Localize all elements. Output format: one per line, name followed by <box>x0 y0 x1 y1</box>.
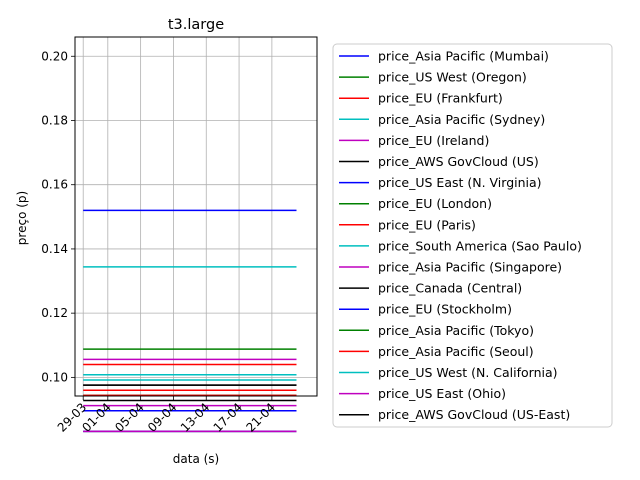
legend-label: price_South America (Sao Paulo) <box>378 238 582 253</box>
series-layer <box>83 209 297 433</box>
legend-label: price_EU (Stockholm) <box>378 302 512 317</box>
legend-label: price_Asia Pacific (Tokyo) <box>378 323 534 338</box>
y-tick-label: 0.10 <box>41 370 68 384</box>
legend-label: price_Asia Pacific (Seoul) <box>378 344 534 359</box>
legend-label: price_Asia Pacific (Sydney) <box>378 112 545 127</box>
y-tick-label: 0.16 <box>41 178 68 192</box>
legend-label: price_EU (Frankfurt) <box>378 91 503 106</box>
legend-label: price_AWS GovCloud (US-East) <box>378 407 570 422</box>
legend-label: price_AWS GovCloud (US) <box>378 154 539 169</box>
chart-title: t3.large <box>168 17 224 33</box>
y-tick-label: 0.14 <box>41 242 68 256</box>
legend-label: price_Canada (Central) <box>378 281 522 296</box>
legend: price_Asia Pacific (Mumbai) price_US West… <box>332 43 613 428</box>
y-axis-label: preço (p) <box>15 191 29 245</box>
y-axis: 0.10 0.12 0.14 0.16 0.18 0.20 <box>41 49 75 384</box>
y-tick-label: 0.12 <box>41 306 68 320</box>
legend-label: price_EU (Ireland) <box>378 133 489 148</box>
legend-label: price_US East (Ohio) <box>378 386 506 401</box>
legend-label: price_US West (Oregon) <box>378 70 527 85</box>
legend-frame <box>332 43 613 428</box>
legend-label: price_US East (N. Virginia) <box>378 175 542 190</box>
grid-layer <box>75 37 317 396</box>
legend-label: price_US West (N. California) <box>378 365 558 380</box>
legend-items: price_Asia Pacific (Mumbai) price_US West… <box>339 49 582 422</box>
legend-label: price_Asia Pacific (Mumbai) <box>378 49 549 64</box>
legend-label: price_EU (London) <box>378 196 492 211</box>
legend-label: price_EU (Paris) <box>378 217 476 232</box>
y-tick-label: 0.20 <box>41 49 68 63</box>
plot-frame <box>74 36 318 397</box>
legend-label: price_Asia Pacific (Singapore) <box>378 260 562 275</box>
y-tick-label: 0.18 <box>41 113 68 127</box>
x-axis-label: data (s) <box>173 452 219 466</box>
